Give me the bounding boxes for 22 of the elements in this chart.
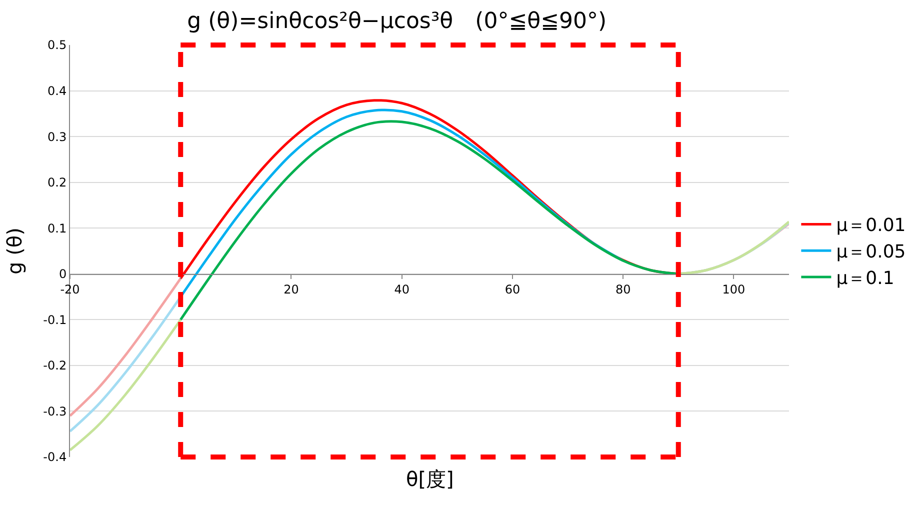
y-tick-label: 0.4	[48, 84, 67, 98]
y-tick-label: -0.4	[43, 450, 67, 464]
y-tick-label: 0.1	[48, 221, 67, 236]
y-tick-label: 0.5	[48, 38, 67, 52]
chart-title: g (θ)=sinθcos²θ−μcos³θ (0°≦θ≦90°)	[187, 9, 607, 34]
y-axis-title: g (θ)	[2, 228, 27, 274]
x-tick-label: 40	[394, 282, 410, 296]
x-axis-title: θ[度]	[406, 467, 454, 491]
x-tick-label: 100	[722, 282, 746, 296]
legend-label: μ＝0.05	[836, 242, 906, 263]
x-tick-label: 80	[615, 282, 631, 296]
y-tick-label: -0.1	[43, 312, 67, 327]
x-tick-label: 60	[504, 282, 520, 296]
legend-label: μ＝0.1	[836, 268, 894, 290]
legend-label: μ＝0.01	[836, 215, 906, 236]
x-tick-label: 20	[284, 282, 299, 296]
y-tick-label: 0	[58, 267, 67, 282]
y-tick-label: -0.3	[43, 404, 67, 418]
y-tick-label: 0.3	[48, 130, 67, 144]
y-tick-label: -0.2	[43, 358, 67, 373]
x-tick-label: -20	[60, 282, 80, 296]
y-tick-label: 0.2	[48, 176, 67, 190]
